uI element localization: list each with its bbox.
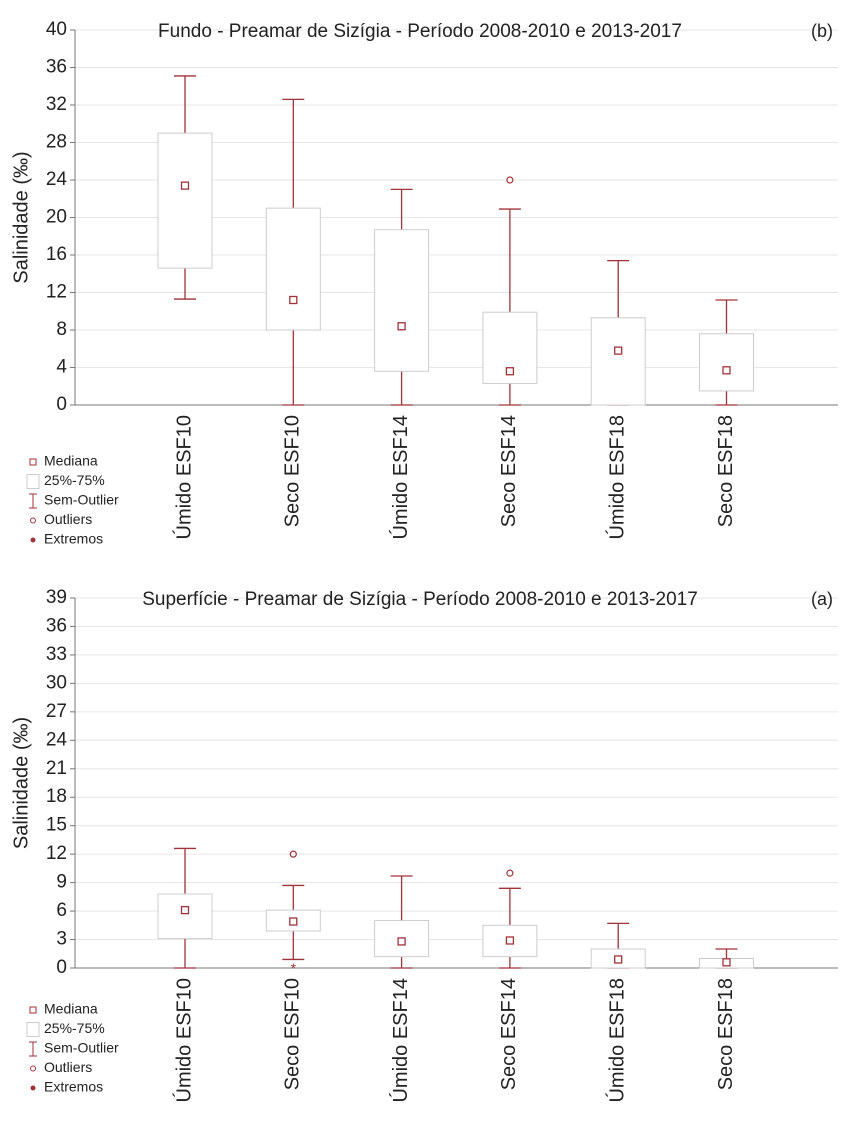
legend-symbol (26, 474, 40, 489)
x-tick-label: Seco ESF10 (282, 415, 304, 527)
median (614, 955, 623, 964)
legend-symbol (30, 537, 36, 543)
legend-label: Mediana (44, 453, 98, 469)
outlier (506, 176, 514, 184)
median (397, 937, 406, 946)
extreme: * (291, 960, 297, 976)
panel-label: (a) (811, 589, 833, 609)
y-tick-label: 0 (56, 394, 67, 415)
x-tick-label: Úmido ESF10 (172, 978, 195, 1103)
median (397, 322, 406, 331)
y-axis-label: Salinidade (‰) (10, 151, 32, 283)
x-tick-label: Úmido ESF18 (605, 978, 628, 1103)
median (180, 905, 190, 915)
legend-symbol (29, 458, 37, 466)
y-tick-label: 9 (56, 872, 67, 893)
box (699, 333, 754, 392)
legend-label: Extremos (44, 1079, 103, 1095)
y-tick-label: 21 (46, 758, 67, 779)
box (374, 229, 430, 372)
y-axis-label: Salinidade (‰) (10, 717, 32, 849)
y-tick-label: 12 (46, 282, 67, 303)
y-tick-label: 27 (46, 701, 67, 722)
y-tick-label: 24 (46, 729, 68, 750)
median (614, 346, 623, 355)
legend-label: Sem-Outlier (44, 492, 119, 508)
legend-symbol (29, 1006, 37, 1014)
legend-label: Extremos (44, 531, 103, 547)
y-tick-label: 16 (46, 244, 67, 265)
y-tick-label: 6 (56, 900, 67, 921)
box (590, 317, 646, 406)
x-tick-label: Seco ESF10 (282, 978, 304, 1090)
legend-label: Outliers (44, 511, 92, 527)
legend-symbol (30, 1065, 36, 1072)
y-tick-label: 20 (46, 207, 67, 228)
y-tick-label: 28 (46, 132, 67, 153)
median (180, 181, 190, 190)
outlier (506, 869, 514, 877)
y-tick-label: 12 (46, 843, 67, 864)
legend-symbol (26, 1022, 40, 1037)
y-tick-label: 39 (46, 587, 67, 608)
chart-title: Superfície - Preamar de Sizígia - Períod… (142, 589, 698, 610)
legend-label: 25%-75% (44, 472, 105, 488)
y-tick-label: 36 (46, 615, 67, 636)
outlier (289, 850, 297, 858)
median (505, 367, 515, 376)
y-tick-label: 32 (46, 94, 67, 115)
median (722, 958, 731, 967)
panel-label: (b) (811, 21, 833, 41)
legend-symbol (30, 517, 36, 524)
x-tick-label: Úmido ESF14 (389, 978, 412, 1103)
y-tick-label: 8 (56, 319, 67, 340)
legend-label: Sem-Outlier (44, 1040, 119, 1056)
legend-label: Mediana (44, 1001, 98, 1017)
legend-label: 25%-75% (44, 1020, 105, 1036)
y-tick-label: 15 (46, 815, 67, 836)
x-tick-label: Seco ESF18 (715, 978, 737, 1090)
y-tick-label: 30 (46, 672, 67, 693)
y-tick-label: 18 (46, 786, 67, 807)
y-tick-label: 0 (56, 957, 67, 978)
box (265, 207, 321, 331)
y-tick-label: 36 (46, 57, 67, 78)
x-tick-label: Úmido ESF14 (389, 415, 412, 540)
median (722, 366, 731, 375)
x-tick-label: Úmido ESF18 (605, 415, 628, 540)
x-tick-label: Seco ESF18 (715, 415, 737, 527)
y-tick-label: 4 (56, 357, 67, 378)
x-tick-label: Úmido ESF10 (172, 415, 195, 540)
y-tick-label: 40 (46, 19, 67, 40)
box (157, 132, 213, 269)
y-tick-label: 3 (56, 929, 67, 950)
legend-label: Outliers (44, 1059, 92, 1075)
median (289, 295, 298, 305)
legend-symbol (30, 1085, 36, 1091)
y-tick-label: 33 (46, 644, 67, 665)
x-tick-label: Seco ESF14 (498, 415, 520, 527)
x-tick-label: Seco ESF14 (498, 978, 520, 1090)
box (157, 893, 213, 940)
median (505, 936, 515, 945)
median (289, 917, 298, 926)
chart-title: Fundo - Preamar de Sizígia - Período 200… (158, 21, 682, 42)
y-tick-label: 24 (46, 169, 68, 190)
